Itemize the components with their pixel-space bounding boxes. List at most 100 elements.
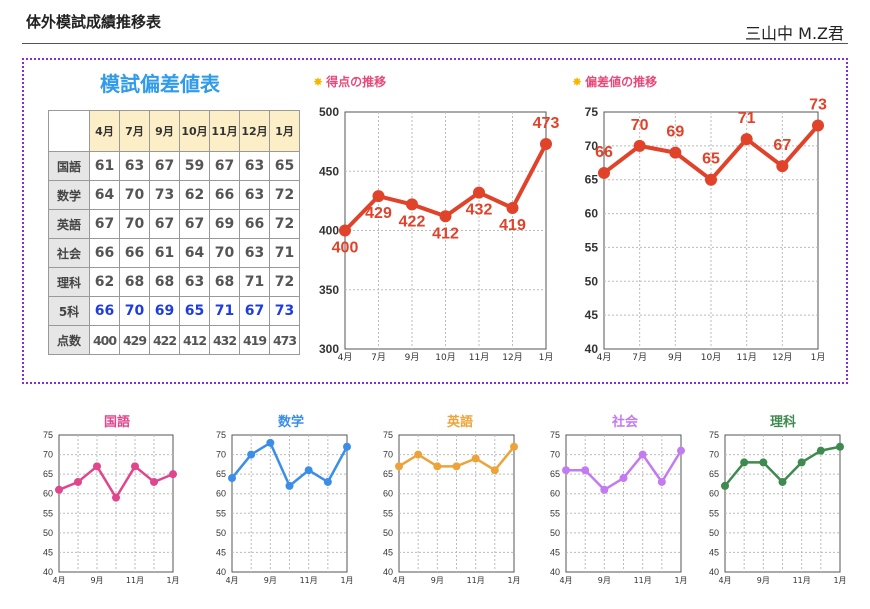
english-data-point [414,450,423,459]
social-x-tick-label: 4月 [559,576,572,585]
japanese-data-point [55,485,63,494]
english-data-point [471,454,480,463]
table-cell: 63 [239,238,270,268]
row-label: 5科 [48,296,90,326]
page-title: 体外模試成績推移表 [26,13,162,31]
table-cell: 62 [179,180,210,210]
science-y-tick-label: 40 [709,567,719,577]
english-chart-title: 英語 [446,415,473,430]
table-cell: 72 [269,267,300,297]
social-y-tick-label: 50 [550,528,560,538]
social-x-tick-label: 11月 [634,576,652,585]
english-y-tick-label: 75 [383,430,393,440]
english-data-point [433,462,442,471]
social-y-tick-label: 45 [550,547,560,557]
science-plot-frame [724,434,841,573]
math-y-tick-label: 75 [216,430,226,440]
table-cell: 63 [119,151,150,181]
table-cell: 66 [239,209,270,239]
table-cell: 70 [119,180,150,210]
math-chart-title: 数学 [277,415,304,430]
table-cell: 72 [269,209,300,239]
table-cell: 69 [209,209,240,239]
japanese-data-point [93,462,101,471]
english-y-tick-label: 50 [383,528,393,538]
table-cell: 71 [239,267,270,297]
table-row: 国語 61 63 67 59 67 63 65 [48,151,300,181]
table-cell: 65 [179,296,210,326]
month-header: 10月 [179,110,210,152]
score-chart-title: ✸ 得点の推移 [313,73,386,90]
english-series-line [398,445,515,472]
score-chart-title-text: 得点の推移 [326,75,387,89]
japanese-data-point [131,462,139,471]
math-x-tick-label: 4月 [225,576,238,585]
table-cell: 67 [149,209,180,239]
table-cell: 62 [89,267,120,297]
japanese-series-line [58,465,174,499]
deviation-chart-title-text: 偏差値の推移 [585,75,658,89]
science-x-tick-label: 11月 [793,576,811,585]
math-y-tick-label: 50 [216,528,226,538]
social-data-point [581,466,590,475]
japanese-data-point [169,470,177,479]
social-data-point [619,474,628,483]
math-plot-frame [231,434,348,573]
table-row: 5科 66 70 69 65 71 67 73 [48,296,300,326]
table-cell: 61 [149,238,180,268]
table-title: 模試偏差値表 [100,72,220,96]
english-y-tick-label: 40 [383,567,393,577]
english-y-tick-label: 45 [383,547,393,557]
science-data-point [778,477,787,486]
math-y-tick-label: 60 [216,489,226,499]
month-header: 9月 [149,110,180,152]
japanese-y-tick-label: 45 [43,547,53,557]
science-y-tick-label: 70 [709,450,719,460]
science-data-point [816,446,825,455]
sparkle-icon: ✸ [313,75,324,89]
japanese-x-tick-label: 4月 [52,576,65,585]
table-cell: 429 [119,325,150,355]
japanese-x-tick-label: 1月 [166,576,179,585]
japanese-y-tick-label: 65 [43,469,53,479]
deviation-chart-title: ✸ 偏差値の推移 [572,73,657,90]
month-header: 1月 [269,110,300,152]
table-cell: 64 [89,180,120,210]
japanese-x-tick-label: 9月 [90,576,103,585]
math-x-tick-label: 9月 [264,576,277,585]
row-label: 国語 [48,151,90,181]
math-x-tick-label: 1月 [340,576,353,585]
japanese-y-tick-label: 50 [43,528,53,538]
math-data-point [323,477,332,486]
english-plot-frame [398,434,515,573]
science-data-point [797,458,806,467]
row-label: 点数 [48,325,90,355]
sparkle-icon: ✸ [572,75,583,89]
english-x-tick-label: 1月 [507,576,520,585]
social-y-tick-label: 60 [550,489,560,499]
science-x-tick-label: 1月 [833,576,846,585]
science-y-tick-label: 55 [709,508,719,518]
table-row: 理科 62 68 68 63 68 71 72 [48,267,300,297]
social-y-tick-label: 75 [550,430,560,440]
table-cell: 66 [209,180,240,210]
table-cell: 64 [179,238,210,268]
table-row: 点数 400 429 422 412 432 419 473 [48,325,300,355]
japanese-data-point [112,493,120,502]
table-cell: 67 [179,209,210,239]
english-x-tick-label: 11月 [467,576,485,585]
row-label: 英語 [48,209,90,239]
summary-frame [22,58,848,384]
table-cell: 66 [119,238,150,268]
science-y-tick-label: 65 [709,469,719,479]
month-header: 11月 [209,110,240,152]
table-cell: 73 [269,296,300,326]
social-data-point [677,446,685,455]
table-cell: 72 [269,180,300,210]
table-cell: 63 [179,267,210,297]
table-row: 社会 66 66 61 64 70 63 71 [48,238,300,268]
table-cell: 400 [89,325,120,355]
math-data-point [266,438,275,447]
social-y-tick-label: 65 [550,469,560,479]
science-data-point [740,458,749,467]
